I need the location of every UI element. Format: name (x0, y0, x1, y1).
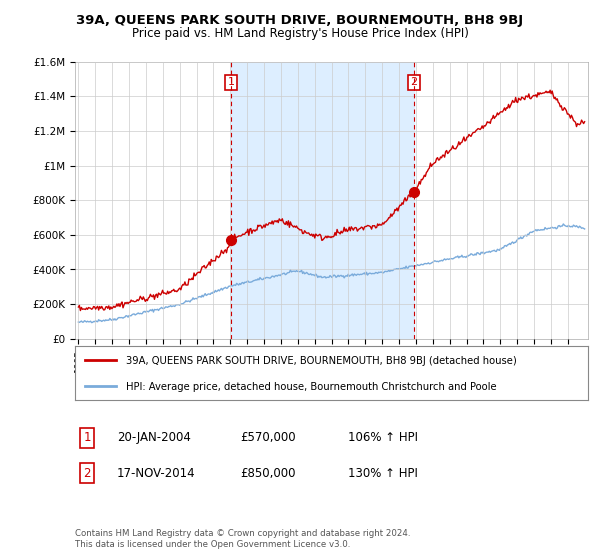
Text: HPI: Average price, detached house, Bournemouth Christchurch and Poole: HPI: Average price, detached house, Bour… (127, 382, 497, 392)
Text: 39A, QUEENS PARK SOUTH DRIVE, BOURNEMOUTH, BH8 9BJ: 39A, QUEENS PARK SOUTH DRIVE, BOURNEMOUT… (76, 14, 524, 27)
Bar (231, 62, 414, 339)
Text: 2: 2 (83, 466, 91, 480)
Text: Contains HM Land Registry data © Crown copyright and database right 2024.
This d: Contains HM Land Registry data © Crown c… (75, 529, 410, 549)
Text: 39A, QUEENS PARK SOUTH DRIVE, BOURNEMOUTH, BH8 9BJ (detached house): 39A, QUEENS PARK SOUTH DRIVE, BOURNEMOUT… (127, 356, 517, 366)
Text: 106% ↑ HPI: 106% ↑ HPI (348, 431, 418, 445)
Text: Price paid vs. HM Land Registry's House Price Index (HPI): Price paid vs. HM Land Registry's House … (131, 27, 469, 40)
Text: 1: 1 (227, 77, 235, 87)
Text: £850,000: £850,000 (240, 466, 296, 480)
Text: 20-JAN-2004: 20-JAN-2004 (117, 431, 191, 445)
Text: 130% ↑ HPI: 130% ↑ HPI (348, 466, 418, 480)
Text: 1: 1 (83, 431, 91, 445)
Text: 17-NOV-2014: 17-NOV-2014 (117, 466, 196, 480)
Text: 2: 2 (410, 77, 418, 87)
Text: £570,000: £570,000 (240, 431, 296, 445)
